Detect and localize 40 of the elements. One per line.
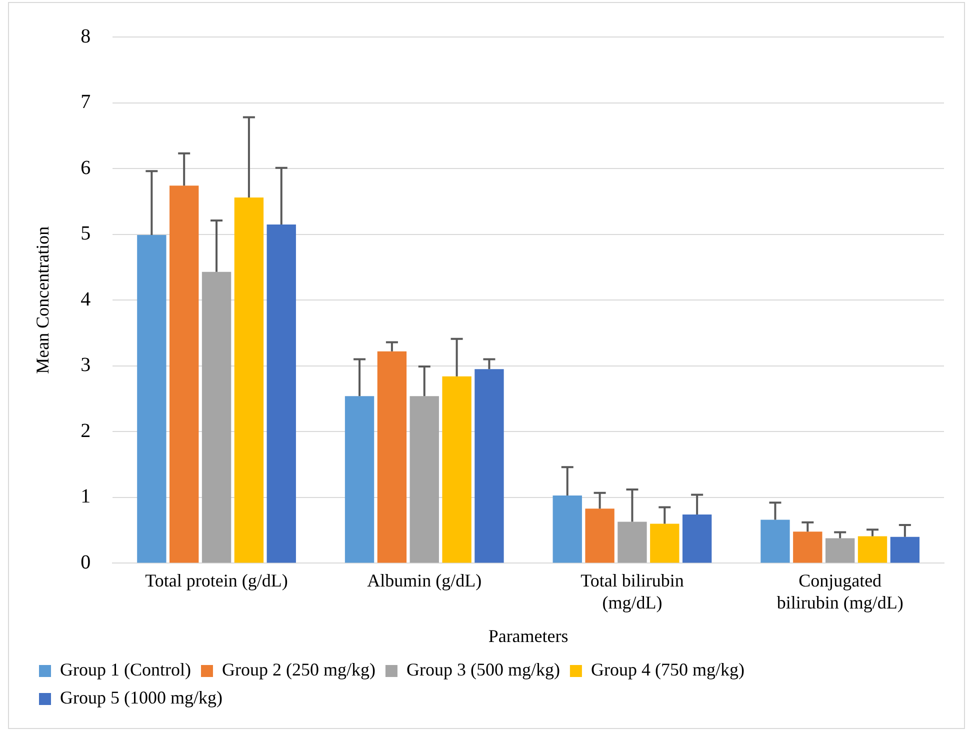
x-tick-label: Conjugated bilirubin (mg/dL) <box>776 570 904 612</box>
bar <box>344 396 374 563</box>
bar <box>825 538 855 563</box>
legend-label: Group 2 (250 mg/kg) <box>222 660 376 680</box>
bar <box>552 495 582 563</box>
bar <box>234 197 264 563</box>
bar <box>585 508 614 563</box>
bar <box>890 536 920 563</box>
y-tick-label: 6 <box>80 156 91 179</box>
y-tick-label: 0 <box>80 551 91 574</box>
bar <box>202 272 232 563</box>
bar <box>266 224 296 563</box>
legend-label: Group 3 (500 mg/kg) <box>406 660 560 680</box>
legend-label: Group 1 (Control) <box>60 660 191 680</box>
bar <box>650 524 680 563</box>
bar <box>170 186 199 563</box>
y-tick-label: 7 <box>80 91 91 114</box>
x-tick-label: Albumin (g/dL) <box>367 570 482 591</box>
bar <box>682 514 712 563</box>
legend-label: Group 5 (1000 mg/kg) <box>60 688 222 708</box>
x-axis-title: Parameters <box>488 626 568 646</box>
bar <box>760 520 790 563</box>
y-tick-label: 5 <box>80 222 91 245</box>
x-tick-label: Total bilirubin (mg/dL) <box>580 570 684 612</box>
bar <box>858 536 888 563</box>
bar <box>410 396 439 563</box>
y-axis-title: Mean Concentration <box>32 226 53 374</box>
y-tick-label: 4 <box>80 288 91 310</box>
bar <box>137 234 166 563</box>
bar <box>442 376 472 563</box>
y-tick-label: 3 <box>80 354 91 376</box>
bar <box>377 351 407 563</box>
bar <box>474 369 504 563</box>
y-tick-label: 2 <box>80 420 91 442</box>
x-tick-label: Total protein (g/dL) <box>145 570 288 591</box>
y-tick-label: 8 <box>80 25 91 48</box>
legend-label: Group 4 (750 mg/kg) <box>590 660 744 680</box>
bar <box>793 532 822 563</box>
bar <box>618 522 647 563</box>
y-tick-label: 1 <box>80 486 91 508</box>
